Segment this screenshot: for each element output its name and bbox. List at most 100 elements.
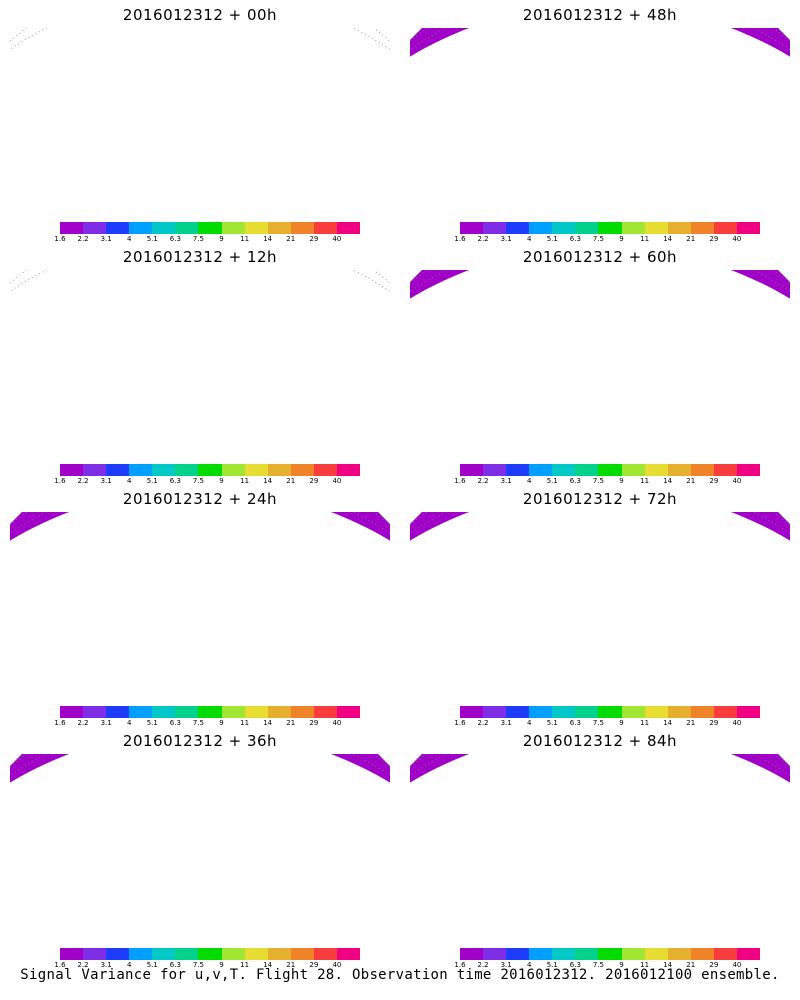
colorbar-tick-label: 3.1 (100, 961, 112, 969)
graticule-line (410, 754, 790, 768)
variance-contour (493, 81, 688, 112)
colorbar-swatch (667, 948, 691, 960)
colorbar-tick-label: 2.2 (477, 961, 489, 969)
colorbar-tick-label: 3.1 (100, 235, 112, 243)
colorbar-tick-label: 6.3 (169, 235, 181, 243)
colorbar-swatch (552, 222, 576, 234)
variance-contour (467, 779, 770, 838)
colorbar-swatch (690, 706, 714, 718)
colorbar-tick-label: 40 (732, 961, 742, 969)
colorbar-swatch (506, 464, 530, 476)
forecast-panel: 2016012312 + 84h 1.6 2.2 3.1 4 5.1 6.3 7.5 9 11 14… (400, 726, 800, 969)
variance-contour (12, 512, 377, 596)
colorbar-tick-label: 11 (240, 961, 250, 969)
variance-contour (441, 754, 790, 838)
colorbar-swatch (621, 464, 645, 476)
variance-map (10, 754, 390, 910)
colorbar-swatch (106, 706, 130, 718)
colorbar-labels: 1.6 2.2 3.1 4 5.1 6.3 7.5 9 11 14 21 29 40 (454, 961, 760, 971)
coastline (609, 773, 656, 815)
low-variance-region (90, 152, 171, 204)
variance-contour (529, 795, 708, 838)
colorbar-swatch (460, 948, 484, 960)
variance-contour (113, 563, 333, 596)
colorbar-tick-label: 4 (126, 961, 132, 969)
colorbar-tick-label: 1.6 (454, 961, 466, 969)
colorbar-swatch (644, 948, 668, 960)
colorbar-tick-label: 9 (219, 719, 224, 727)
panel-title: 2016012312 + 48h (522, 6, 678, 24)
colorbar-swatch (267, 222, 291, 234)
colorbar-tick-label: 14 (263, 719, 273, 727)
graticule-line (10, 270, 390, 284)
colorbar-tick-label: 1.6 (454, 719, 466, 727)
colorbar-tick-label: 21 (286, 961, 296, 969)
colorbar-tick-label: 40 (332, 719, 342, 727)
colorbar-tick-label: 5.1 (146, 961, 158, 969)
colorbar-swatch (106, 464, 130, 476)
variance-map (410, 512, 790, 632)
colorbar-tick-label: 29 (709, 961, 719, 969)
colorbar-swatch (290, 948, 314, 960)
variance-contour (87, 49, 367, 112)
variance-contour (444, 28, 790, 112)
colorbar-swatch (313, 222, 337, 234)
variance-contour (563, 842, 618, 873)
variance-contour (463, 762, 790, 838)
variance-contour (561, 835, 648, 838)
colorbar-swatch (552, 948, 576, 960)
colorbar-tick-label: 40 (332, 961, 342, 969)
variance-contour (572, 584, 665, 596)
colorbar-swatch (83, 948, 107, 960)
colorbar-swatch (175, 706, 199, 718)
colorbar-tick-label: 21 (286, 719, 296, 727)
colorbar-swatch (336, 948, 361, 960)
colorbar-swatch (60, 222, 84, 234)
colorbar-tick-label: 29 (309, 235, 319, 243)
colorbar-swatch (244, 464, 268, 476)
colorbar-swatch (198, 706, 222, 718)
colorbar-tick-label: 9 (219, 961, 224, 969)
variance-contour (498, 552, 761, 596)
colorbar (60, 948, 361, 960)
colorbar-swatch (129, 222, 153, 234)
forecast-panel: 2016012312 + 36h 1.6 2.2 3.1 4 5.1 6.3 7.5 9 11 14… (0, 726, 400, 969)
low-variance-region (14, 596, 126, 668)
colorbar-swatch (552, 706, 576, 718)
colorbar-swatch (267, 706, 291, 718)
colorbar-tick-label: 14 (263, 961, 273, 969)
colorbar-tick-label: 6.3 (569, 719, 581, 727)
colorbar-swatch (244, 948, 268, 960)
colorbar-tick-label: 7.5 (592, 477, 605, 485)
colorbar (60, 464, 361, 476)
colorbar-tick-label: 21 (686, 961, 696, 969)
variance-contour (549, 320, 687, 354)
colorbar-tick-label: 6.3 (169, 961, 181, 969)
colorbar-tick-label: 4 (526, 961, 532, 969)
colorbar-swatch (129, 706, 153, 718)
colorbar-swatch (713, 464, 737, 476)
colorbar-tick-label: 4 (126, 719, 132, 727)
colorbar-swatch (713, 222, 737, 234)
colorbar-tick-label: 2.2 (477, 719, 489, 727)
variance-contour (410, 512, 773, 596)
variance-contour (549, 331, 649, 354)
colorbar-labels: 1.6 2.2 3.1 4 5.1 6.3 7.5 9 11 14 21 29 40 (454, 477, 760, 487)
graticule-line (10, 28, 390, 42)
colorbar-tick-label: 4 (126, 235, 132, 243)
colorbar-swatch (336, 706, 361, 718)
colorbar-swatch (60, 464, 84, 476)
colorbar-tick-label: 1.6 (54, 235, 66, 243)
low-variance-region (26, 798, 74, 830)
colorbar-swatch (736, 706, 761, 718)
low-variance-region (14, 838, 126, 910)
colorbar-swatch (336, 464, 361, 476)
variance-contour (476, 74, 714, 112)
colorbar-tick-label: 4 (526, 477, 532, 485)
variance-map (410, 754, 790, 873)
colorbar-swatch (529, 948, 553, 960)
colorbar-labels: 1.6 2.2 3.1 4 5.1 6.3 7.5 9 11 14 21 29 40 (454, 235, 760, 245)
graticule-line (410, 270, 790, 293)
variance-contour (601, 600, 659, 632)
colorbar-tick-label: 14 (663, 235, 673, 243)
